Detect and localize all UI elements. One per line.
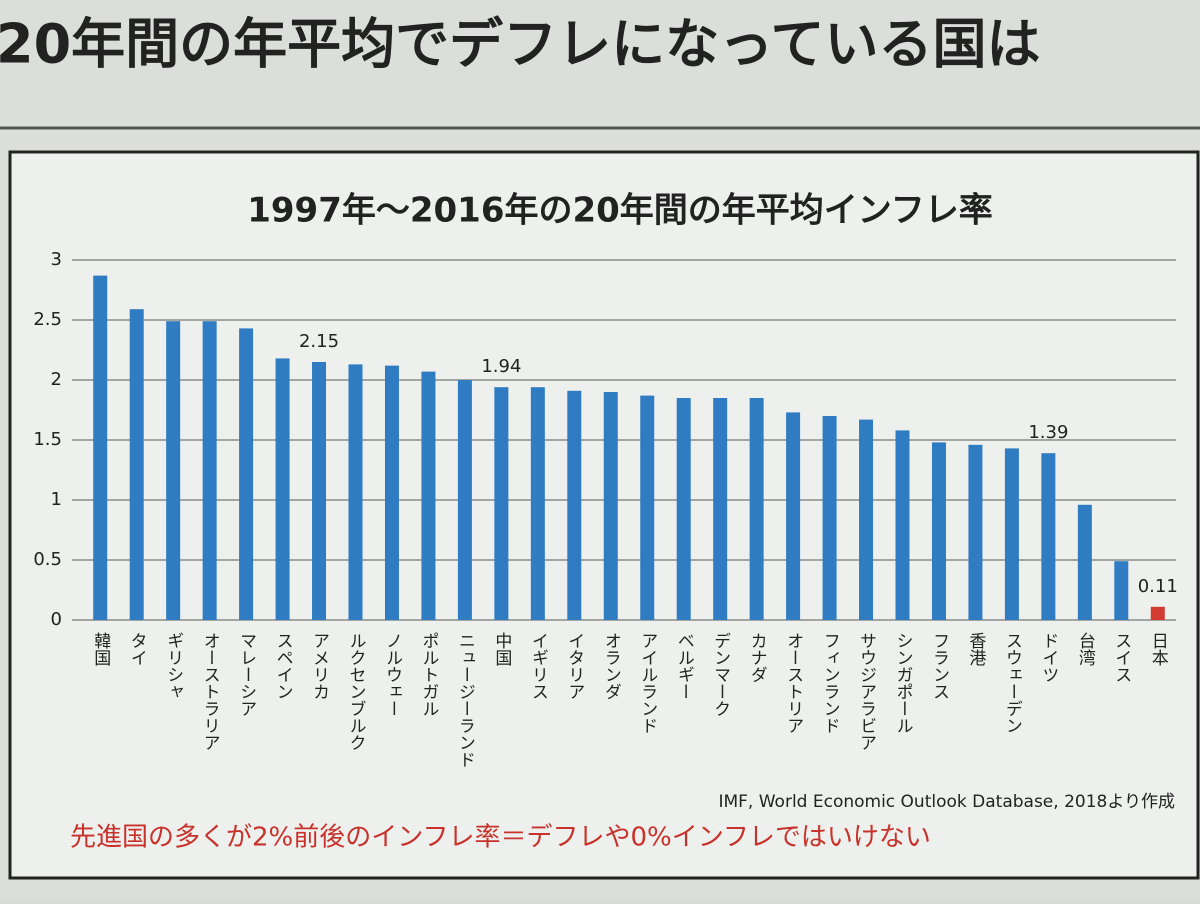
bar xyxy=(859,419,874,620)
x-tick-label: ノルウェー xyxy=(382,632,402,717)
y-tick-label: 0.5 xyxy=(33,549,62,570)
x-tick-label: スウェーデン xyxy=(1002,632,1022,734)
x-tick-label: 日本 xyxy=(1148,632,1169,666)
bar xyxy=(822,416,837,620)
x-tick-label: オランダ xyxy=(601,632,621,700)
bar xyxy=(931,442,946,620)
x-tick-label: ルクセンブルク xyxy=(346,632,366,751)
source-note: IMF, World Economic Outlook Database, 20… xyxy=(718,792,1175,812)
bar xyxy=(166,321,181,620)
bar xyxy=(494,387,509,620)
bar xyxy=(421,371,436,620)
x-tick-label: オーストリア xyxy=(783,632,803,734)
bar xyxy=(384,365,399,620)
slide-heading: 20年間の年平均でデフレになっている国は xyxy=(0,13,1040,76)
bar xyxy=(530,387,545,620)
red-note: 先進国の多くが2%前後のインフレ率＝デフレや0%インフレではいけない xyxy=(70,823,931,853)
x-tick-label: カナダ xyxy=(747,632,767,683)
x-tick-label: 中国 xyxy=(491,632,511,666)
data-label: 1.39 xyxy=(1028,422,1068,443)
bar xyxy=(348,364,363,620)
x-tick-label: フランス xyxy=(929,632,949,700)
x-tick-label: イタリア xyxy=(564,632,584,700)
bar xyxy=(129,309,144,620)
x-tick-label: アメリカ xyxy=(309,632,329,700)
x-tick-label: 香港 xyxy=(965,632,986,666)
bar xyxy=(457,380,472,620)
x-tick-label: ニュージーランド xyxy=(455,632,475,768)
bar xyxy=(1150,606,1165,620)
x-tick-label: オーストラリア xyxy=(200,632,220,751)
data-label: 1.94 xyxy=(481,356,521,377)
bar xyxy=(749,398,764,620)
x-tick-label: タイ xyxy=(127,632,147,666)
x-tick-label: ドイツ xyxy=(1038,632,1058,683)
data-label: 2.15 xyxy=(299,331,339,352)
y-tick-label: 2 xyxy=(51,369,62,390)
y-tick-label: 2.5 xyxy=(33,309,62,330)
chart-title: 1997年～2016年の20年間の年平均インフレ率 xyxy=(247,191,993,231)
x-tick-label: マレーシア xyxy=(236,632,256,717)
x-tick-label: シンガポール xyxy=(893,632,913,734)
bar xyxy=(1041,453,1056,620)
bar xyxy=(786,412,801,620)
bar xyxy=(968,444,983,620)
bar xyxy=(567,390,582,620)
bar xyxy=(895,430,910,620)
x-tick-label: イギリス xyxy=(528,632,548,700)
y-tick-label: 1.5 xyxy=(33,429,62,450)
x-tick-label: スペイン xyxy=(273,632,293,700)
bar xyxy=(603,392,618,620)
x-tick-label: スイス xyxy=(1111,632,1131,683)
x-tick-label: アイルランド xyxy=(637,632,657,734)
bar xyxy=(1114,561,1129,620)
x-tick-label: 台湾 xyxy=(1075,632,1096,667)
data-label: 0.11 xyxy=(1138,576,1178,597)
bar xyxy=(1077,504,1092,620)
bar xyxy=(312,362,327,620)
bar xyxy=(676,398,691,620)
y-tick-label: 0 xyxy=(51,609,62,630)
bar xyxy=(93,275,108,620)
x-tick-label: 韓国 xyxy=(90,632,111,666)
bar xyxy=(713,398,728,620)
x-tick-label: フィンランド xyxy=(820,632,840,734)
y-tick-label: 1 xyxy=(51,489,62,510)
y-tick-label: 3 xyxy=(51,249,62,270)
x-tick-label: デンマーク xyxy=(710,632,730,717)
x-tick-label: ポルトガル xyxy=(418,632,438,717)
x-tick-label: ベルギー xyxy=(674,632,694,700)
x-tick-label: ギリシャ xyxy=(163,632,183,700)
x-tick-label: サウジアラビア xyxy=(856,632,876,751)
bar xyxy=(202,321,217,620)
bar xyxy=(640,395,655,620)
bar xyxy=(1004,448,1019,620)
bar xyxy=(239,328,254,620)
bar xyxy=(275,358,290,620)
